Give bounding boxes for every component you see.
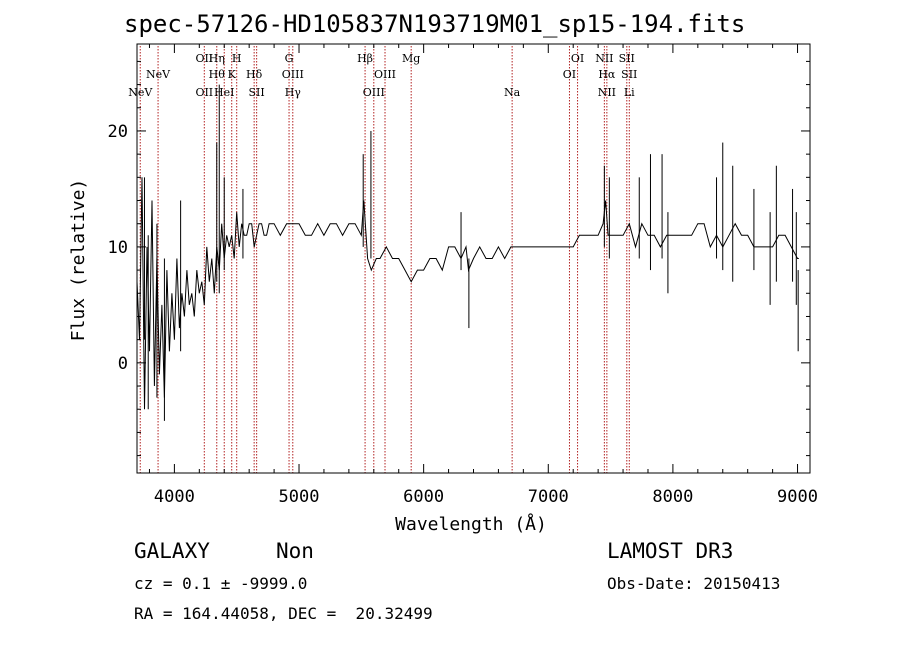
line-marker-label: Hβ (357, 52, 373, 65)
x-tick-label: 9000 (777, 487, 818, 507)
line-marker-label: G (285, 52, 294, 65)
spectrum-line (136, 177, 799, 410)
line-marker-label: OII (195, 52, 213, 65)
line-marker-label: HeI (214, 86, 234, 99)
x-axis: 4000 5000 6000 7000 8000 9000 (148, 44, 818, 507)
line-marker-label: OII (195, 86, 213, 99)
coordinates-info: RA = 164.44058, DEC = 20.32499 (134, 604, 433, 623)
line-marker-label: Na (504, 86, 521, 99)
line-marker-label: NII (595, 52, 613, 65)
line-marker-label: SII (619, 52, 635, 65)
line-marker-label: Hδ (246, 68, 263, 81)
spectrum-spikes (143, 84, 799, 421)
y-axis-label: Flux (relative) (68, 179, 89, 342)
y-tick-label: 20 (108, 122, 128, 142)
redshift-info: cz = 0.1 ± -9999.0 (134, 574, 308, 593)
object-subclass: Non (276, 539, 314, 563)
y-tick-label: 10 (108, 238, 128, 258)
line-marker-labels: NeVNeVOIIOIIHηHθHeIKHHδSIIGOIIIHγHβOIIIO… (128, 52, 637, 99)
y-axis: 0 10 20 (108, 60, 810, 457)
x-tick-label: 6000 (403, 487, 444, 507)
line-marker-label: K (228, 68, 237, 81)
x-axis-label: Wavelength (Å) (395, 513, 547, 535)
x-tick-label: 5000 (279, 487, 320, 507)
line-marker-label: Hθ (209, 68, 226, 81)
line-marker-label: NeV (128, 86, 153, 99)
line-marker-label: NeV (146, 68, 171, 81)
chart-title: spec-57126-HD105837N193719M01_sp15-194.f… (124, 10, 746, 38)
x-tick-label: 8000 (652, 487, 693, 507)
line-marker-label: NII (598, 86, 616, 99)
line-marker-label: Hα (598, 68, 616, 81)
line-marker-label: Li (624, 86, 635, 99)
line-marker-label: OIII (363, 86, 385, 99)
x-tick-label: 4000 (154, 487, 195, 507)
line-marker-label: Mg (402, 52, 420, 65)
line-marker-label: Hη (209, 52, 225, 65)
object-class: GALAXY (134, 539, 210, 563)
survey-name: LAMOST DR3 (607, 539, 734, 563)
x-tick-label: 7000 (528, 487, 569, 507)
line-marker-label: H (232, 52, 242, 65)
line-marker-label: OI (571, 52, 584, 65)
y-tick-label: 0 (118, 354, 128, 374)
observation-date: Obs-Date: 20150413 (607, 574, 781, 593)
line-marker-label: Hγ (285, 86, 302, 99)
line-marker-label: SII (249, 86, 265, 99)
line-marker-label: OIII (374, 68, 396, 81)
line-marker-label: OI (563, 68, 576, 81)
line-marker-label: OIII (282, 68, 304, 81)
line-markers (139, 46, 630, 473)
line-marker-label: SII (621, 68, 637, 81)
